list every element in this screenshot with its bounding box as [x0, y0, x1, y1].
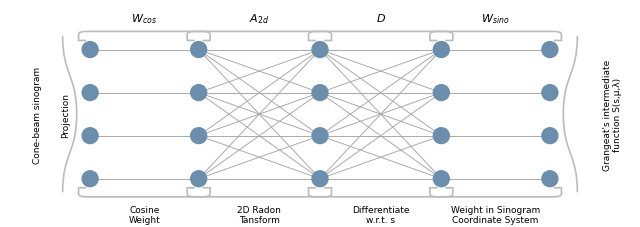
- Ellipse shape: [433, 42, 449, 58]
- Text: Grangeat's intermediate
function S(s,μ,λ): Grangeat's intermediate function S(s,μ,λ…: [603, 59, 622, 170]
- Ellipse shape: [433, 128, 449, 144]
- Ellipse shape: [191, 128, 207, 144]
- Ellipse shape: [542, 42, 558, 58]
- Ellipse shape: [542, 128, 558, 144]
- Ellipse shape: [191, 85, 207, 101]
- Ellipse shape: [433, 171, 449, 187]
- Ellipse shape: [312, 128, 328, 144]
- Ellipse shape: [82, 85, 98, 101]
- Text: Projection: Projection: [61, 92, 70, 137]
- Ellipse shape: [191, 42, 207, 58]
- Ellipse shape: [312, 85, 328, 101]
- Ellipse shape: [433, 85, 449, 101]
- Ellipse shape: [542, 171, 558, 187]
- Ellipse shape: [191, 171, 207, 187]
- Ellipse shape: [542, 85, 558, 101]
- Ellipse shape: [82, 42, 98, 58]
- Ellipse shape: [82, 171, 98, 187]
- Text: $W_{cos}$: $W_{cos}$: [131, 12, 157, 26]
- Text: Weight in Sinogram
Coordinate System: Weight in Sinogram Coordinate System: [451, 205, 540, 224]
- Text: 2D Radon
Tansform: 2D Radon Tansform: [237, 205, 281, 224]
- Text: $A_{2d}$: $A_{2d}$: [249, 12, 269, 26]
- Text: Differentiate
w.r.t. s: Differentiate w.r.t. s: [352, 205, 410, 224]
- Text: $W_{sino}$: $W_{sino}$: [481, 12, 510, 26]
- Text: Cone-beam sinogram: Cone-beam sinogram: [33, 66, 42, 163]
- Text: Cosine
Weight: Cosine Weight: [129, 205, 160, 224]
- Ellipse shape: [82, 128, 98, 144]
- Ellipse shape: [312, 171, 328, 187]
- Text: $D$: $D$: [376, 12, 386, 24]
- Ellipse shape: [312, 42, 328, 58]
